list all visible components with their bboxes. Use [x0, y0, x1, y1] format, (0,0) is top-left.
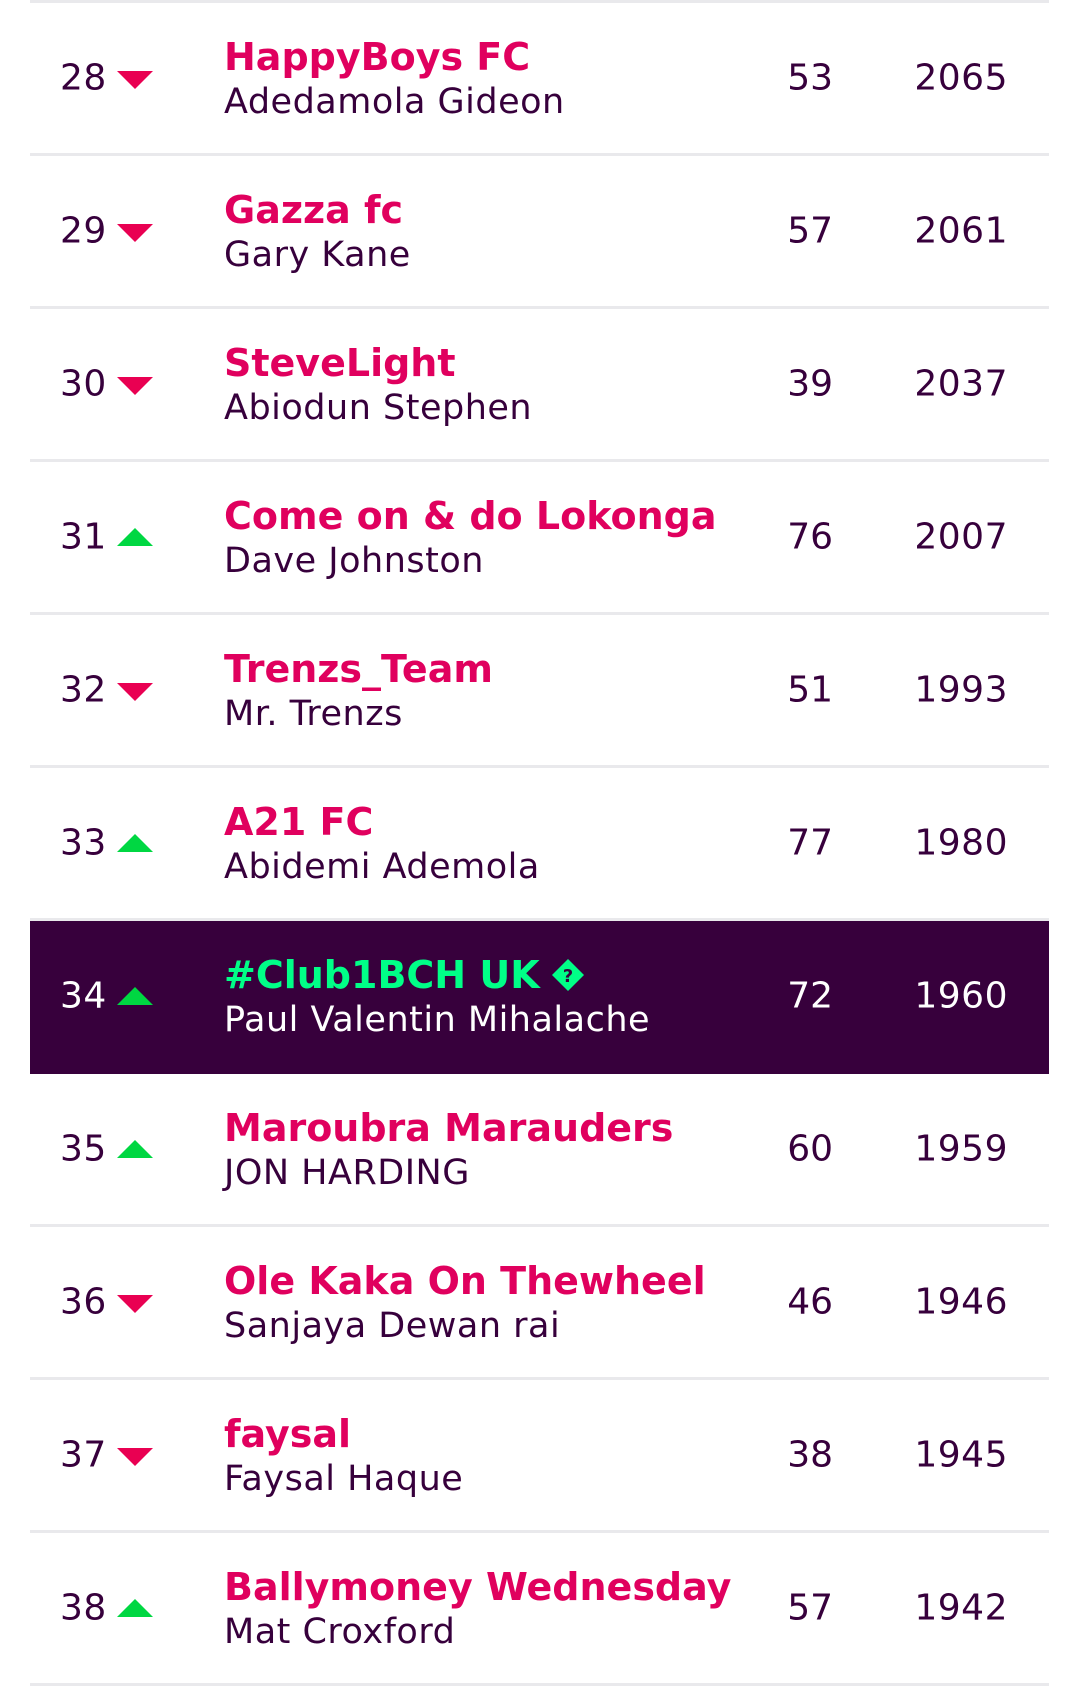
rank-up-arrow-icon	[117, 1599, 153, 1617]
rank-down-arrow-icon	[117, 1295, 153, 1313]
rank-number: 28	[60, 57, 107, 99]
manager-name: Gary Kane	[224, 235, 411, 275]
team-name-link[interactable]: HappyBoys FC	[224, 35, 531, 79]
standings-row[interactable]: 35 Maroubra Marauders JON HARDING 60 195…	[30, 1074, 1049, 1227]
team-name-link[interactable]: Come on & do Lokonga	[224, 494, 717, 538]
standings-row[interactable]: 30 SteveLight Abiodun Stephen 39 2037	[30, 309, 1049, 462]
manager-name: Mat Croxford	[224, 1612, 456, 1652]
rank-number: 37	[60, 1434, 107, 1476]
total-points: 1960	[914, 975, 1008, 1017]
gameweek-points: 39	[787, 363, 833, 405]
rank-number: 33	[60, 822, 107, 864]
info-diamond-icon[interactable]: ?	[550, 957, 586, 993]
total-points: 1980	[914, 822, 1008, 864]
standings-row[interactable]: 33 A21 FC Abidemi Ademola 77 1980	[30, 768, 1049, 921]
team-name-link[interactable]: faysal	[224, 1412, 352, 1456]
rank-up-arrow-icon	[117, 987, 153, 1005]
total-points: 1959	[914, 1128, 1008, 1170]
rank-down-arrow-icon	[117, 377, 153, 395]
manager-name: Adedamola Gideon	[224, 82, 565, 122]
standings-row[interactable]: 29 Gazza fc Gary Kane 57 2061	[30, 156, 1049, 309]
rank-down-arrow-icon	[117, 224, 153, 242]
total-points: 1942	[914, 1587, 1008, 1629]
gameweek-points: 51	[787, 669, 833, 711]
total-points: 2007	[914, 516, 1008, 558]
standings-row[interactable]: 31 Come on & do Lokonga Dave Johnston 76…	[30, 462, 1049, 615]
rank-number: 38	[60, 1587, 107, 1629]
total-points: 2061	[914, 210, 1008, 252]
team-name-link[interactable]: Ballymoney Wednesday	[224, 1565, 732, 1609]
rank-down-arrow-icon	[117, 1448, 153, 1466]
total-points: 2065	[914, 57, 1008, 99]
standings-row[interactable]: 32 Trenzs_Team Mr. Trenzs 51 1993	[30, 615, 1049, 768]
manager-name: Sanjaya Dewan rai	[224, 1306, 561, 1346]
league-standings-table: 28 HappyBoys FC Adedamola Gideon 53 2065…	[30, 0, 1049, 1686]
rank-number: 31	[60, 516, 107, 558]
standings-row[interactable]: 38 Ballymoney Wednesday Mat Croxford 57 …	[30, 1533, 1049, 1686]
gameweek-points: 60	[787, 1128, 833, 1170]
manager-name: JON HARDING	[224, 1153, 470, 1193]
team-name-link[interactable]: Gazza fc	[224, 188, 403, 232]
rank-down-arrow-icon	[117, 683, 153, 701]
gameweek-points: 76	[787, 516, 833, 558]
rank-number: 34	[60, 975, 107, 1017]
rank-number: 36	[60, 1281, 107, 1323]
rank-up-arrow-icon	[117, 528, 153, 546]
rank-up-arrow-icon	[117, 1140, 153, 1158]
total-points: 1946	[914, 1281, 1008, 1323]
standings-row-current-user[interactable]: 34 #Club1BCH UK? Paul Valentin Mihalache…	[30, 921, 1049, 1074]
gameweek-points: 57	[787, 210, 833, 252]
total-points: 1945	[914, 1434, 1008, 1476]
gameweek-points: 46	[787, 1281, 833, 1323]
gameweek-points: 53	[787, 57, 833, 99]
team-name-link[interactable]: Ole Kaka On Thewheel	[224, 1259, 706, 1303]
rank-up-arrow-icon	[117, 834, 153, 852]
manager-name: Abiodun Stephen	[224, 388, 533, 428]
rank-down-arrow-icon	[117, 71, 153, 89]
svg-text:?: ?	[562, 966, 572, 987]
gameweek-points: 77	[787, 822, 833, 864]
rank-number: 32	[60, 669, 107, 711]
team-name-link[interactable]: Maroubra Marauders	[224, 1106, 674, 1150]
total-points: 1993	[914, 669, 1008, 711]
team-name-link[interactable]: SteveLight	[224, 341, 456, 385]
standings-row[interactable]: 36 Ole Kaka On Thewheel Sanjaya Dewan ra…	[30, 1227, 1049, 1380]
rank-number: 29	[60, 210, 107, 252]
gameweek-points: 57	[787, 1587, 833, 1629]
manager-name: Dave Johnston	[224, 541, 484, 581]
gameweek-points: 72	[787, 975, 833, 1017]
team-name-link[interactable]: Trenzs_Team	[224, 647, 493, 691]
standings-row[interactable]: 37 faysal Faysal Haque 38 1945	[30, 1380, 1049, 1533]
total-points: 2037	[914, 363, 1008, 405]
rank-number: 30	[60, 363, 107, 405]
manager-name: Faysal Haque	[224, 1459, 464, 1499]
standings-row[interactable]: 28 HappyBoys FC Adedamola Gideon 53 2065	[30, 0, 1049, 156]
gameweek-points: 38	[787, 1434, 833, 1476]
team-name-link[interactable]: #Club1BCH UK?	[224, 952, 586, 998]
manager-name: Abidemi Ademola	[224, 847, 540, 887]
manager-name: Paul Valentin Mihalache	[224, 1000, 651, 1040]
rank-number: 35	[60, 1128, 107, 1170]
team-name-link[interactable]: A21 FC	[224, 800, 374, 844]
manager-name: Mr. Trenzs	[224, 694, 403, 734]
team-name-text: #Club1BCH UK	[224, 953, 540, 997]
